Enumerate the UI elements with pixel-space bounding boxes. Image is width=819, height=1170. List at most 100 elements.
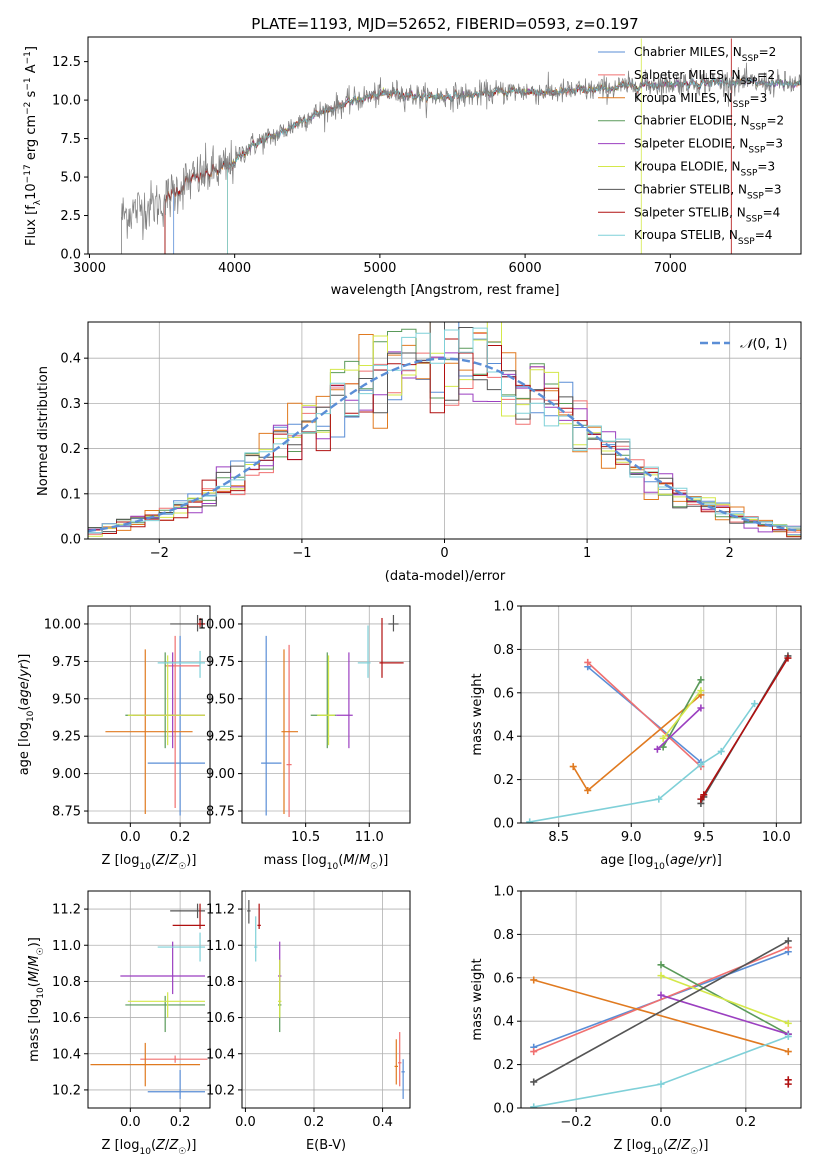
label-part: )]	[378, 853, 388, 868]
label-part: Z [log	[102, 1138, 140, 1153]
y-tick-label: 0.4	[493, 730, 514, 745]
weight-marker	[584, 658, 592, 666]
x-tick-label: 0.2	[736, 1115, 757, 1130]
x-tick-label: 11.0	[355, 830, 384, 845]
y-tick-label: 5.0	[60, 171, 81, 186]
label-part: Z	[168, 853, 179, 868]
y-tick-label: 9.50	[52, 692, 81, 707]
weight-line	[700, 657, 789, 800]
axes-frame	[87, 890, 211, 1109]
x-axis-label: mass [log10(M/M☉)]	[264, 853, 389, 872]
x-tick-label: 9.0	[621, 830, 642, 845]
label-part: M	[359, 853, 370, 868]
weight-marker	[530, 1048, 538, 1056]
x-tick-label: 0.0	[120, 1115, 141, 1130]
label-part: age [log	[600, 853, 653, 868]
x-tick-label: −1	[292, 546, 311, 561]
plot-area	[120, 38, 801, 254]
x-tick-label: 0.2	[304, 1115, 325, 1130]
legend-entry: Chabrier STELIB, NSSP=3	[634, 182, 782, 201]
label-part: ☉	[178, 862, 186, 872]
label-part: 10	[653, 862, 665, 872]
y-tick-label: 10.2	[52, 1083, 81, 1098]
label-part: (	[665, 853, 670, 868]
weight-line	[662, 690, 702, 739]
label-part: −1	[23, 51, 33, 64]
label-part: SSP	[747, 191, 764, 201]
legend-entry: Salpeter ELODIE, NSSP=3	[634, 137, 783, 156]
weight-marker	[657, 961, 665, 969]
x-axis-label: Z [log10(Z/Z☉)]	[102, 853, 197, 872]
legend: 𝒩(0, 1)	[700, 337, 787, 352]
y-tick-label: 9.00	[52, 767, 81, 782]
y-tick-label: 9.25	[52, 730, 81, 745]
y-tick-label: 0.0	[493, 817, 514, 832]
weight-marker	[751, 700, 759, 708]
legend-entry: 𝒩(0, 1)	[740, 337, 787, 352]
label-part: 10	[327, 862, 339, 872]
weight-marker	[697, 760, 705, 768]
label-part: mass [log	[264, 853, 327, 868]
plot-area	[90, 903, 208, 1099]
label-part: λ	[33, 199, 43, 205]
plot-area	[526, 652, 792, 823]
plot-area	[530, 937, 792, 1108]
label-part: yr	[698, 853, 714, 868]
y-axis-label: age [log10(age/yr)]	[17, 654, 36, 776]
label-part: (	[151, 853, 156, 868]
label-part: Salpeter STELIB, N	[634, 205, 746, 219]
label-part: Flux [f	[24, 205, 39, 246]
weight-line	[587, 661, 702, 768]
label-part: )]	[186, 1138, 196, 1153]
label-part: Z [log	[614, 1138, 652, 1153]
label-part: =3	[757, 160, 775, 174]
label-part: (0, 1)	[752, 337, 787, 352]
weight-line	[533, 979, 789, 1053]
weight-line	[656, 707, 702, 750]
y-axis-label: Normed distribution	[36, 366, 51, 496]
legend-entry: Kroupa STELIB, NSSP=4	[634, 228, 772, 247]
y-axis-label: mass weight	[470, 958, 485, 1040]
label-part: Chabrier ELODIE, N	[634, 114, 750, 128]
label-part: −17	[23, 164, 33, 183]
label-part: 10	[24, 183, 39, 200]
label-part: ☉	[36, 947, 46, 955]
x-tick-label: 0.0	[120, 830, 141, 845]
weight-marker	[784, 1019, 792, 1027]
label-part: Salpeter ELODIE, N	[634, 137, 748, 151]
weight-marker	[530, 1078, 538, 1086]
legend-entry: Chabrier MILES, NSSP=2	[634, 45, 776, 64]
label-part: E(B-V)	[306, 1138, 346, 1153]
y-tick-label: 9.00	[206, 767, 235, 782]
plot-area	[105, 614, 206, 816]
weight-marker	[784, 1032, 792, 1040]
label-part: SSP	[741, 169, 758, 179]
legend-entry: Kroupa MILES, NSSP=3	[634, 91, 767, 110]
x-axis-label: (data-model)/error	[385, 569, 506, 584]
label-part: M	[343, 853, 354, 868]
spectrum-panel: PLATE=1193, MJD=52652, FIBERID=0593, z=0…	[23, 15, 802, 298]
weight-marker	[657, 1080, 665, 1088]
label-part: erg cm	[24, 115, 39, 164]
weight-marker	[784, 937, 792, 945]
label-part: )]	[27, 937, 42, 947]
mass-vs-ebv-panel: 0.0 0.2 0.4 10.2 10.4 10.6 10.8 11.0 11.2 E(B-V)	[206, 890, 411, 1153]
label-part: /	[694, 853, 699, 868]
weight-line	[529, 703, 756, 823]
x-tick-label: 0	[440, 546, 448, 561]
y-tick-label: 0.4	[60, 352, 81, 367]
x-tick-label: 5000	[363, 261, 396, 276]
label-part: (	[27, 982, 42, 987]
plot-area	[261, 614, 404, 818]
label-part: Kroupa MILES, N	[634, 91, 733, 105]
y-tick-label: 0.0	[60, 248, 81, 263]
weight-marker	[584, 786, 592, 794]
weight-marker	[784, 1076, 792, 1084]
label-part: )]	[712, 853, 722, 868]
gaussian-curve	[88, 357, 799, 533]
label-part: SSP	[746, 214, 763, 224]
y-tick-label: 10.4	[52, 1047, 81, 1062]
y-tick-label: 11.0	[52, 939, 81, 954]
